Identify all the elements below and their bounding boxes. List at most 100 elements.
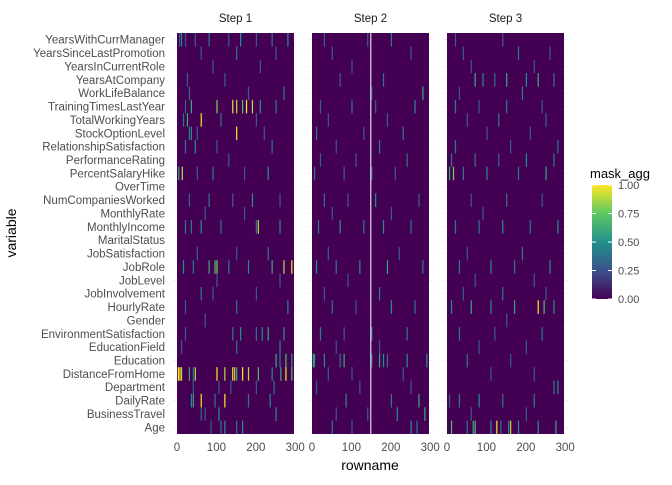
heatmap-cell [418,193,420,207]
heatmap-cell [188,367,191,381]
heatmap-cell [190,126,192,141]
y-axis-label: variable [3,208,19,257]
heatmap-cell [458,86,461,101]
heatmap-cell [454,139,457,154]
heatmap-cell [470,59,472,74]
heatmap-cell [177,367,179,381]
heatmap-cell [502,33,504,47]
heatmap-cell [271,33,273,47]
heatmap-cell [200,113,202,127]
heatmap-cell [450,153,453,167]
heatmap-cell [331,420,333,435]
heatmap-cell [279,273,281,288]
heatmap-cell [351,367,353,381]
heatmap-cell [339,353,341,368]
heatmap-cell [502,286,504,301]
heatmap-cell [474,153,476,167]
heatmap-cell [236,46,238,60]
facet-panel: Step 3 0 100 200 300 [443,13,575,454]
heatmap-cell [208,33,210,47]
heatmap-cell [545,286,547,301]
heatmap-cell [371,166,373,181]
heatmap-cell [208,193,210,207]
heatmap-cell [245,99,248,114]
heatmap-cell [216,260,218,274]
heatmap-cell [478,99,480,114]
heatmap-cell [323,286,326,301]
y-tick-label: MonthlyIncome [87,222,165,234]
heatmap-cell [422,86,424,101]
heatmap-cell [178,166,180,181]
missing-column [370,33,372,434]
heatmap-cell [513,260,516,274]
heatmap-cell [228,33,230,47]
y-tick-label: NumCompaniesWorked [43,195,165,207]
x-tick-label: 100 [207,442,226,454]
heatmap-cell [339,73,341,87]
heatmap-cell [506,193,508,207]
heatmap-cell [367,33,369,47]
heatmap-cell [287,33,289,47]
heatmap-cell [261,327,263,341]
heatmap-cell [279,353,281,368]
heatmap-cell [543,300,545,314]
heatmap-cell [218,380,220,395]
heatmap-cell [335,260,337,274]
heatmap-cell [382,73,385,87]
heatmap-cell [525,407,527,421]
heatmap-cell [200,407,202,421]
heatmap-cell [549,260,551,274]
heatmap-cell [224,420,226,435]
heatmap-cell [371,327,373,341]
heatmap-cell [510,420,512,435]
heatmap-cell [470,300,472,314]
heatmap-cell [323,353,326,368]
y-tick-label: TrainingTimesLastYear [48,102,165,114]
heatmap-cell [549,46,551,60]
heatmap-cell [212,59,214,74]
heatmap-cell [466,113,468,127]
heatmap-cell [378,139,381,154]
heatmap-cell [537,73,539,87]
heatmap-cell [224,393,226,408]
heatmap-cell [200,46,202,60]
heatmap-cell [426,353,428,368]
legend-colorbar [592,185,612,299]
heatmap-cell [287,300,289,314]
heatmap-cell [327,246,329,261]
heatmap-cell [390,33,392,47]
y-tick-label: PerformanceRating [66,155,165,167]
heatmap-cell [371,353,373,368]
heatmap-cell [200,286,202,301]
heatmap-cell [506,313,508,328]
heatmap-cell [210,420,212,435]
heatmap-cell [243,166,246,181]
heatmap-cell [466,246,468,261]
heatmap-cell [506,99,508,114]
y-tick-label: YearsAtCompany [76,75,165,87]
heatmap-cell [232,367,234,381]
heatmap-cell [424,407,426,421]
heatmap-cell [517,166,520,181]
y-tick-label: WorkLifeBalance [78,88,165,100]
heatmap-cell [418,393,420,408]
heatmap-cell [186,73,189,87]
heatmap-cell [390,393,392,408]
heatmap-cell [279,340,281,354]
heatmap-cell [283,86,285,101]
heatmap-cell [496,420,498,435]
y-tick-label: JobInvolvement [84,289,165,301]
heatmap-cell [450,420,453,435]
heatmap-cell [486,166,488,181]
heatmap-cell [190,220,192,234]
heatmap-cell [214,393,216,408]
heatmap-cell [466,353,468,368]
heatmap-cell [216,273,218,288]
y-tick-label: DailyRate [115,396,165,408]
heatmap-cell [315,380,318,395]
heatmap-cell [275,407,277,421]
heatmap-cell [315,260,318,274]
x-tick-label: 100 [342,442,361,454]
